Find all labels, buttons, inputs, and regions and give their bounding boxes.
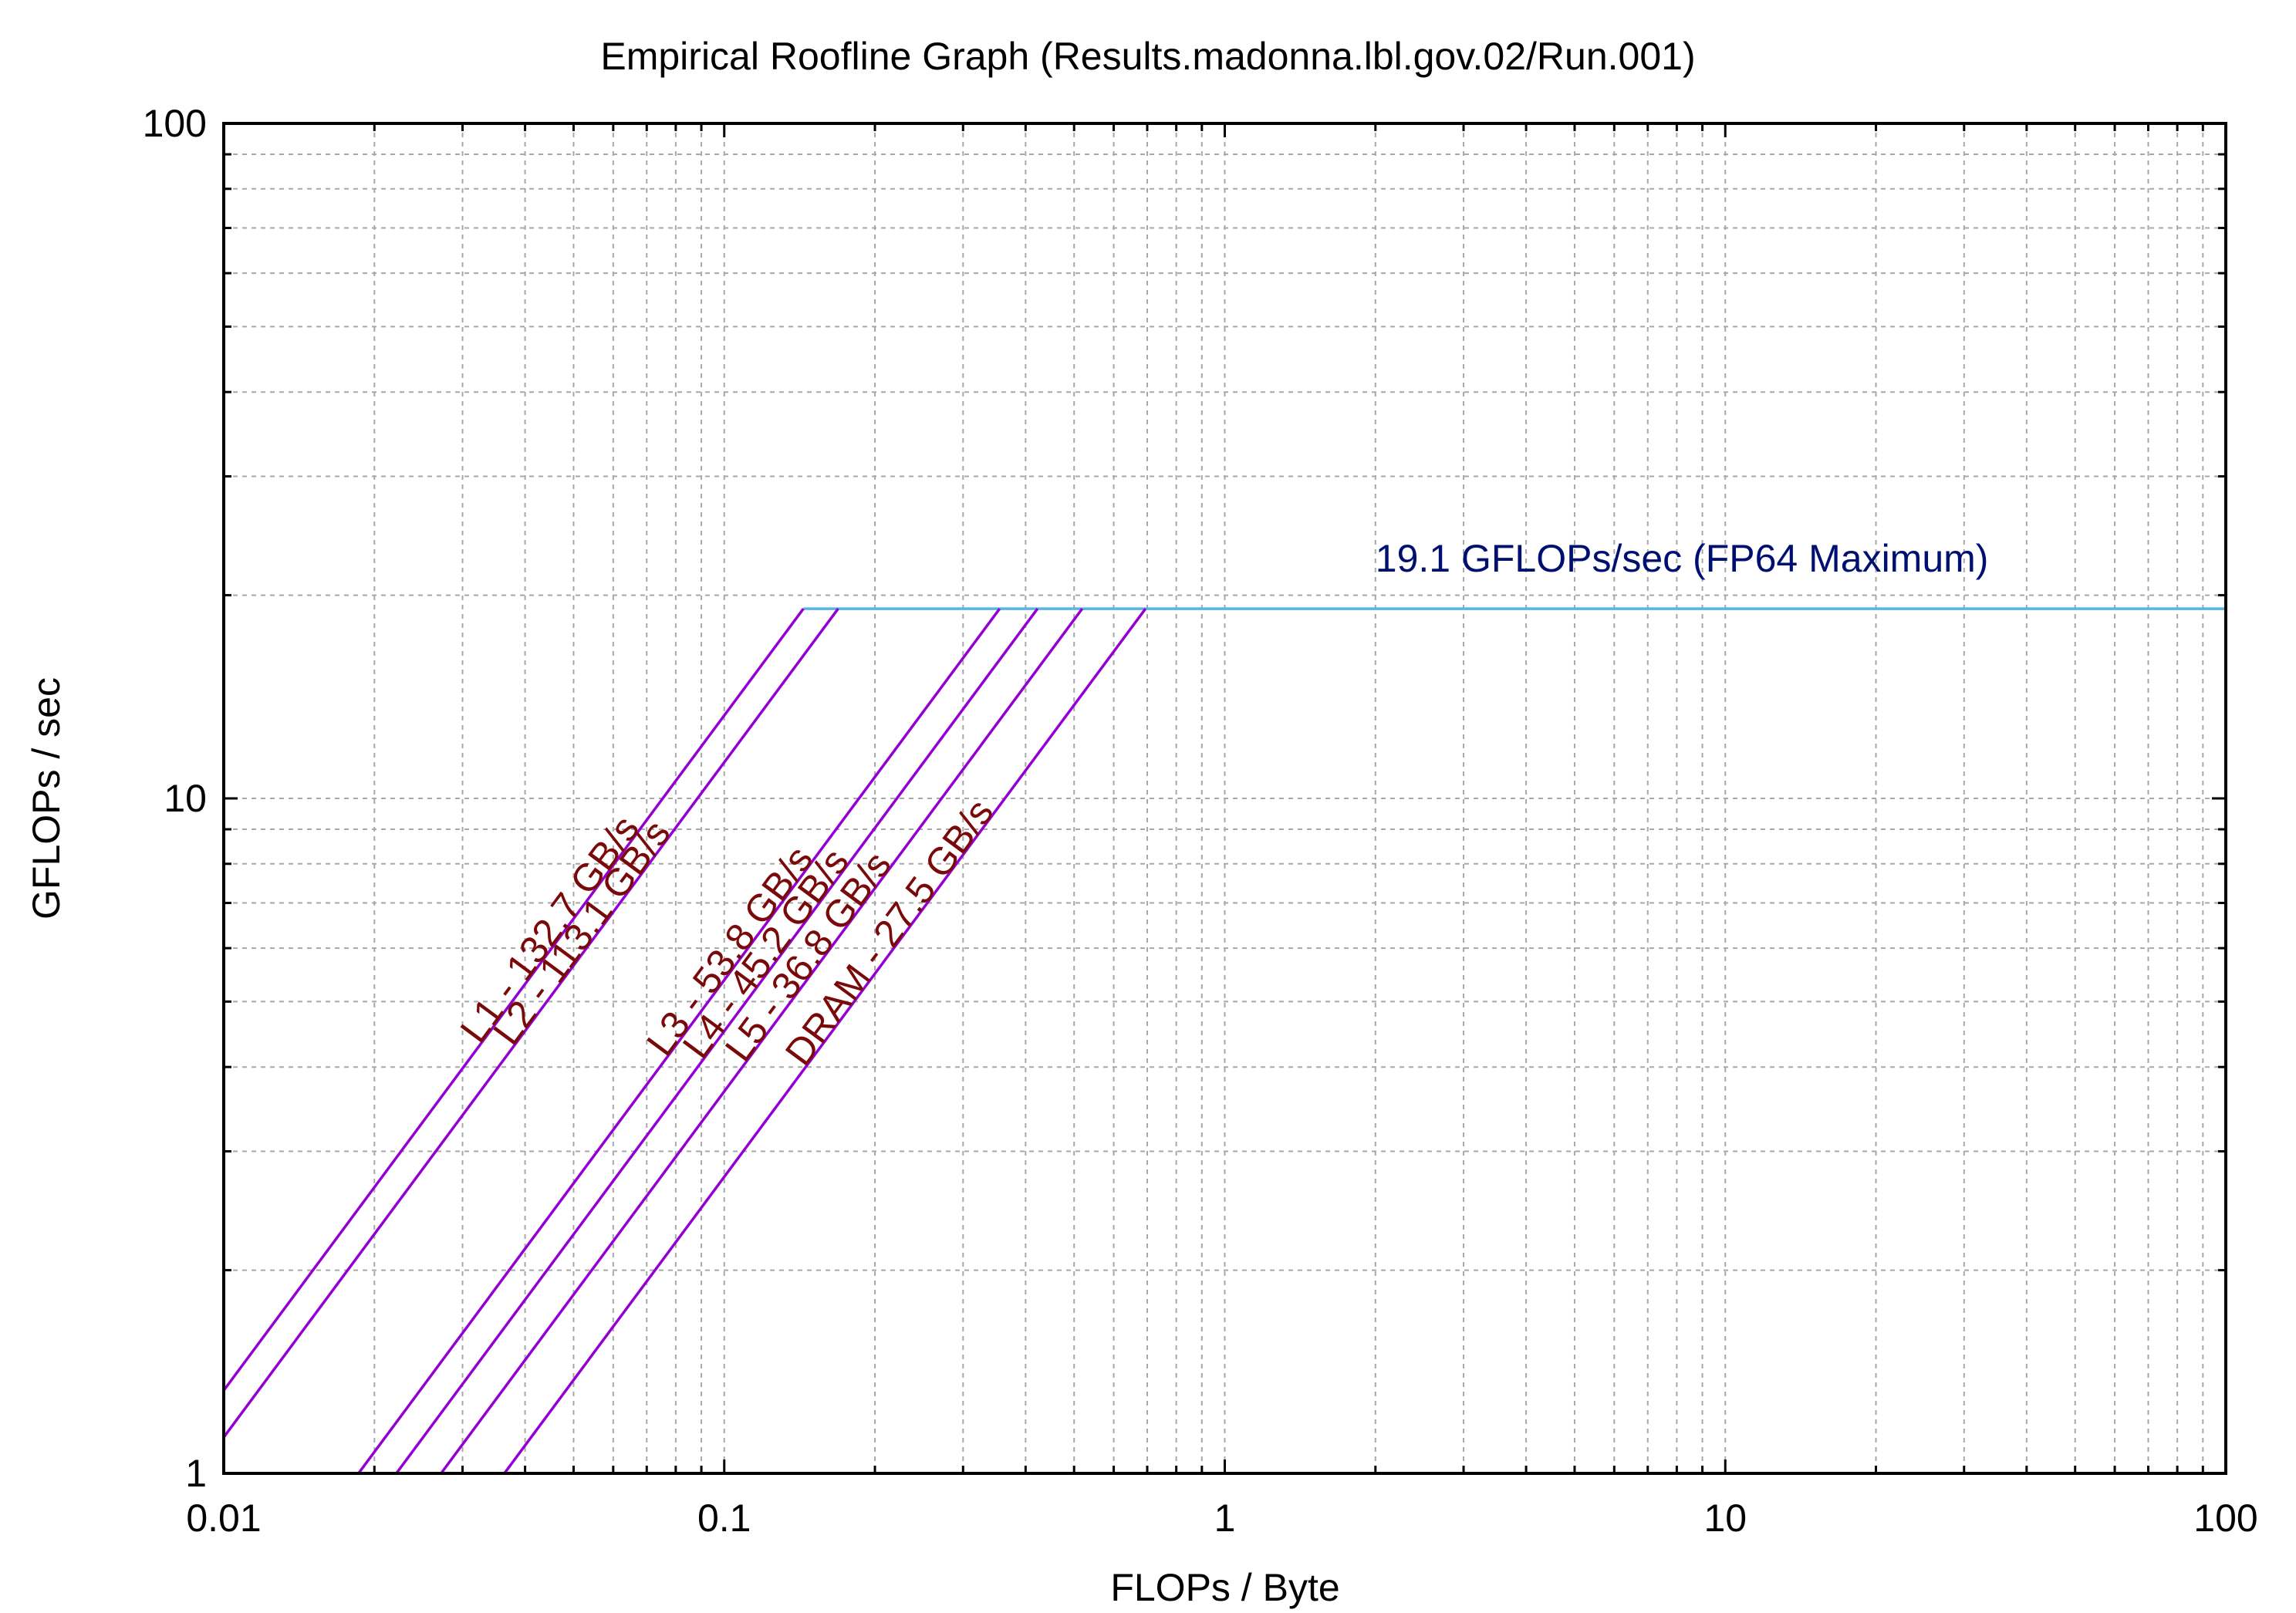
peak-label: 19.1 GFLOPs/sec (FP64 Maximum): [1376, 537, 1989, 580]
series: [222, 607, 2226, 1475]
axis-ticks: 0.01 0.1 1 10 100 1 10 100: [143, 102, 2258, 1540]
x-tick-label: 0.01: [186, 1497, 261, 1540]
grid: [224, 123, 2226, 1473]
bandwidth-line: [503, 608, 1147, 1475]
y-tick-label: 100: [143, 102, 207, 145]
plot-frame: [222, 122, 2227, 1475]
bandwidth-line: [357, 608, 1001, 1475]
bandwidth-line: [395, 608, 1039, 1475]
bandwidth-line: [222, 608, 839, 1439]
y-tick-label: 10: [164, 777, 207, 820]
bandwidth-label: L1 - 132.7 GB/s: [452, 808, 648, 1051]
x-tick-label: 100: [2193, 1497, 2257, 1540]
x-axis-label: FLOPs / Byte: [1110, 1566, 1339, 1609]
bandwidth-line: [222, 608, 805, 1392]
chart-title: Empirical Roofline Graph (Results.madonn…: [600, 35, 1695, 78]
series-labels: 19.1 GFLOPs/sec (FP64 Maximum) L1 - 132.7…: [452, 537, 1989, 1073]
x-tick-label: 1: [1214, 1497, 1236, 1540]
bandwidth-line: [440, 608, 1084, 1475]
y-axis-label: GFLOPs / sec: [25, 677, 68, 920]
y-tick-label: 1: [185, 1452, 207, 1495]
x-tick-label: 10: [1703, 1497, 1747, 1540]
x-tick-label: 0.1: [697, 1497, 751, 1540]
